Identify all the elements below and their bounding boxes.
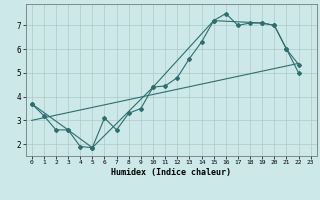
X-axis label: Humidex (Indice chaleur): Humidex (Indice chaleur): [111, 168, 231, 177]
